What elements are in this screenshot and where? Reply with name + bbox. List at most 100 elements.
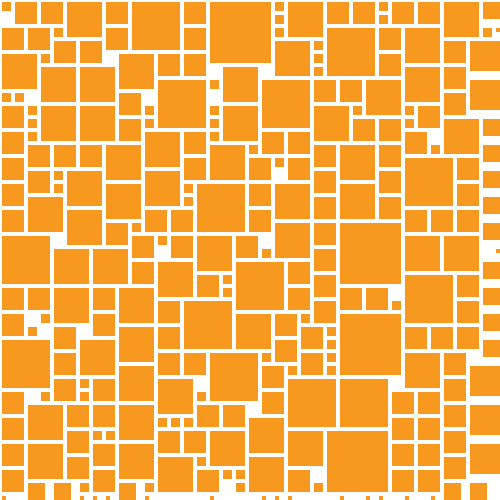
mosaic-tile <box>288 132 310 154</box>
mosaic-tile <box>119 327 154 362</box>
mosaic-tile <box>41 392 50 401</box>
mosaic-tile <box>418 2 440 24</box>
mosaic-tile <box>119 288 154 323</box>
mosaic-tile <box>301 314 310 323</box>
mosaic-tile <box>119 54 154 89</box>
mosaic-tile <box>314 275 336 297</box>
mosaic-tile <box>314 106 349 141</box>
mosaic-tile <box>483 119 500 136</box>
mosaic-tile <box>210 2 271 63</box>
mosaic-tile <box>67 171 102 206</box>
mosaic-tile <box>405 496 409 500</box>
mosaic-tile <box>327 366 336 375</box>
mosaic-tile <box>418 392 440 414</box>
mosaic-tile <box>275 15 284 24</box>
mosaic-tile <box>54 288 89 323</box>
mosaic-tile <box>327 431 388 492</box>
mosaic-tile <box>67 210 102 245</box>
mosaic-tile <box>340 314 401 375</box>
mosaic-tile <box>158 80 206 128</box>
mosaic-tile <box>340 496 344 500</box>
mosaic-tile <box>236 470 245 479</box>
mosaic-tile <box>80 106 115 141</box>
mosaic-tile <box>262 80 310 128</box>
mosaic-tile <box>15 2 37 24</box>
mosaic-tile <box>2 392 24 414</box>
mosaic-tile <box>197 392 206 401</box>
mosaic-tile <box>28 106 37 115</box>
mosaic-tile <box>444 353 466 375</box>
mosaic-tile <box>236 236 258 258</box>
mosaic-tile <box>2 288 24 310</box>
mosaic-tile <box>54 184 63 193</box>
mosaic-tile <box>314 249 336 271</box>
mosaic-tile <box>28 119 37 128</box>
mosaic-tile <box>275 158 284 167</box>
mosaic-tile <box>93 249 128 284</box>
mosaic-tile <box>405 28 440 63</box>
mosaic-tile <box>28 28 50 50</box>
mosaic-tile <box>483 288 500 305</box>
mosaic-tile <box>288 262 310 284</box>
mosaic-tile <box>496 28 500 32</box>
mosaic-tile <box>340 184 375 219</box>
mosaic-tile <box>340 80 362 102</box>
mosaic-tile <box>431 327 453 349</box>
mosaic-tile <box>54 28 63 37</box>
mosaic-tile <box>444 2 479 37</box>
mosaic-tile <box>145 210 167 232</box>
mosaic-tile <box>314 197 336 219</box>
mosaic-tile <box>379 15 388 24</box>
mosaic-tile <box>249 145 258 154</box>
mosaic-tile <box>353 106 362 115</box>
mosaic-tile <box>132 2 180 50</box>
mosaic-tile <box>54 249 89 284</box>
mosaic-tile <box>184 132 206 154</box>
mosaic-tile <box>106 145 141 180</box>
mosaic-tile <box>158 54 180 76</box>
mosaic-tile <box>93 470 115 492</box>
mosaic-tile <box>106 2 128 24</box>
mosaic-tile <box>288 158 310 180</box>
mosaic-tile <box>132 262 154 284</box>
mosaic-tile <box>314 41 323 50</box>
mosaic-tile <box>470 405 500 435</box>
mosaic-tile <box>483 262 500 279</box>
mosaic-tile <box>2 106 24 128</box>
mosaic-tile <box>2 418 24 440</box>
mosaic-tile <box>262 353 271 362</box>
mosaic-tile <box>483 197 500 214</box>
mosaic-tile <box>210 80 219 89</box>
mosaic-tile <box>405 275 453 323</box>
mosaic-tile <box>28 327 37 336</box>
mosaic-tile <box>210 145 245 180</box>
mosaic-tile <box>431 145 440 154</box>
mosaic-tile <box>301 327 323 349</box>
mosaic-tile <box>132 223 141 232</box>
mosaic-tile <box>314 223 336 245</box>
mosaic-tile <box>93 405 115 427</box>
mosaic-tile <box>483 28 492 37</box>
mosaic-tile <box>106 184 141 219</box>
mosaic-tile <box>119 405 154 440</box>
mosaic-tile <box>171 236 193 258</box>
mosaic-tile <box>444 119 479 154</box>
mosaic-tile <box>93 431 102 440</box>
mosaic-tile <box>379 2 388 11</box>
mosaic-tile <box>2 2 11 11</box>
mosaic-tile <box>288 431 323 466</box>
mosaic-tile <box>275 314 297 336</box>
mosaic-tile <box>184 28 206 50</box>
mosaic-tile <box>327 340 336 349</box>
mosaic-tile <box>392 392 414 414</box>
mosaic-tile <box>119 444 154 479</box>
mosaic-tile <box>249 158 271 180</box>
mosaic-tile <box>405 67 440 102</box>
mosaic-tile <box>457 184 479 206</box>
mosaic-tile <box>158 418 167 427</box>
mosaic-tile <box>470 444 500 474</box>
mosaic-tile <box>314 301 336 323</box>
mosaic-tile <box>145 496 149 500</box>
